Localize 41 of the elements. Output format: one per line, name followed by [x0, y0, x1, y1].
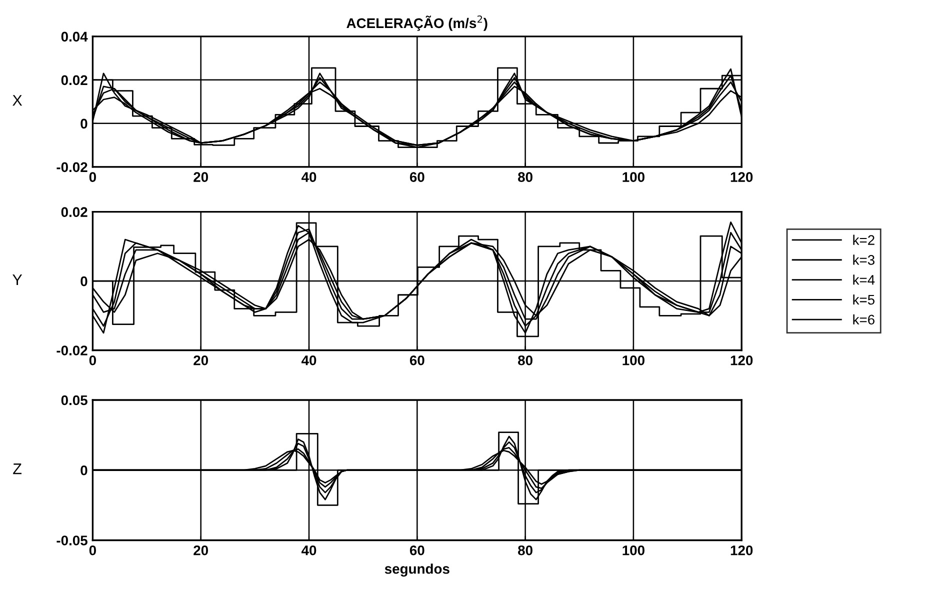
- legend-label: k=5: [853, 294, 874, 305]
- x-tick-label: 80: [518, 545, 532, 556]
- x-tick-label: 120: [730, 545, 753, 556]
- y-tick-label: 0.02: [61, 75, 88, 86]
- x-tick-label: 80: [518, 172, 532, 182]
- legend-label: k=4: [853, 274, 875, 285]
- x-tick-label: 20: [194, 545, 208, 556]
- x-tick-label: 20: [194, 355, 208, 366]
- x-tick-label: 40: [301, 545, 316, 556]
- y-tick-label: 0.05: [61, 395, 88, 406]
- x-tick-label: 60: [410, 355, 424, 366]
- x-tick-label: 120: [730, 172, 753, 182]
- y-axis-title: Y: [12, 274, 22, 285]
- y-axis-title: X: [12, 95, 22, 106]
- x-tick-label: 60: [410, 172, 424, 182]
- x-tick-label: 120: [730, 355, 753, 366]
- y-tick-label: 0.02: [61, 207, 88, 218]
- x-tick-label: 40: [301, 172, 316, 182]
- y-tick-label: 0: [80, 276, 88, 286]
- legend-label: k=2: [853, 234, 874, 245]
- y-tick-label: -0.02: [56, 162, 88, 172]
- legend-label: k=6: [853, 314, 874, 325]
- y-tick-label: -0.05: [56, 536, 88, 546]
- chart-title: ACELERAÇÃO (m/s$^{2}$): [346, 15, 488, 31]
- y-tick-label: 0.04: [61, 32, 88, 42]
- x-tick-label: 80: [518, 355, 532, 366]
- x-tick-label: 100: [622, 545, 644, 556]
- x-tick-label: 0: [89, 172, 96, 182]
- y-tick-label: 0: [80, 465, 88, 476]
- y-axis-title: Z: [13, 464, 22, 474]
- x-tick-label: 100: [622, 172, 644, 182]
- x-axis-title: segundos: [384, 564, 450, 577]
- x-tick-label: 0: [89, 355, 96, 366]
- x-tick-label: 0: [89, 545, 96, 556]
- x-tick-label: 20: [194, 172, 208, 182]
- x-tick-label: 60: [410, 545, 424, 556]
- y-tick-label: -0.02: [56, 346, 88, 356]
- y-tick-label: 0: [80, 118, 88, 129]
- x-tick-label: 100: [622, 355, 644, 366]
- x-tick-label: 40: [301, 355, 316, 366]
- legend-label: k=3: [853, 254, 874, 265]
